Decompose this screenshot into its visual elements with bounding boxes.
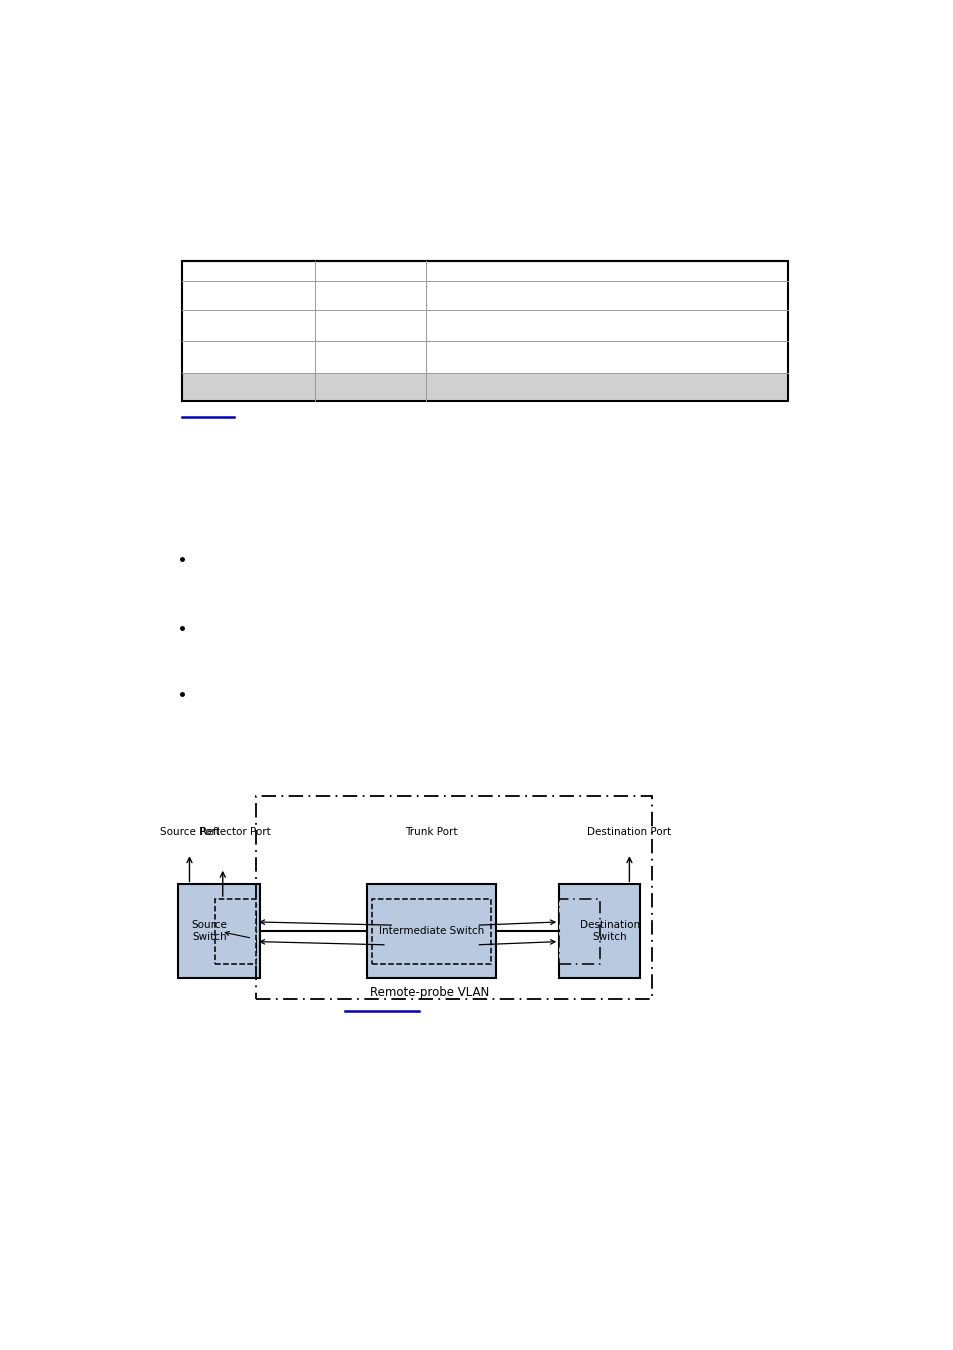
Text: Intermediate Switch: Intermediate Switch bbox=[378, 926, 484, 937]
Text: Trunk Port: Trunk Port bbox=[405, 828, 457, 837]
Bar bbox=[367, 884, 496, 977]
Bar bbox=[178, 884, 259, 977]
Bar bbox=[215, 899, 255, 964]
Text: Destination
Switch: Destination Switch bbox=[578, 921, 639, 942]
Bar bbox=[558, 899, 599, 964]
Text: Reflector Port: Reflector Port bbox=[200, 828, 271, 837]
Bar bbox=[372, 899, 491, 964]
Text: Source Port: Source Port bbox=[159, 828, 219, 837]
Text: Remote-probe VLAN: Remote-probe VLAN bbox=[370, 987, 489, 999]
Bar bbox=[182, 373, 787, 401]
Text: Destination Port: Destination Port bbox=[587, 828, 671, 837]
Bar bbox=[558, 884, 639, 977]
Bar bbox=[255, 796, 651, 999]
Text: Source
Switch: Source Switch bbox=[192, 921, 227, 942]
